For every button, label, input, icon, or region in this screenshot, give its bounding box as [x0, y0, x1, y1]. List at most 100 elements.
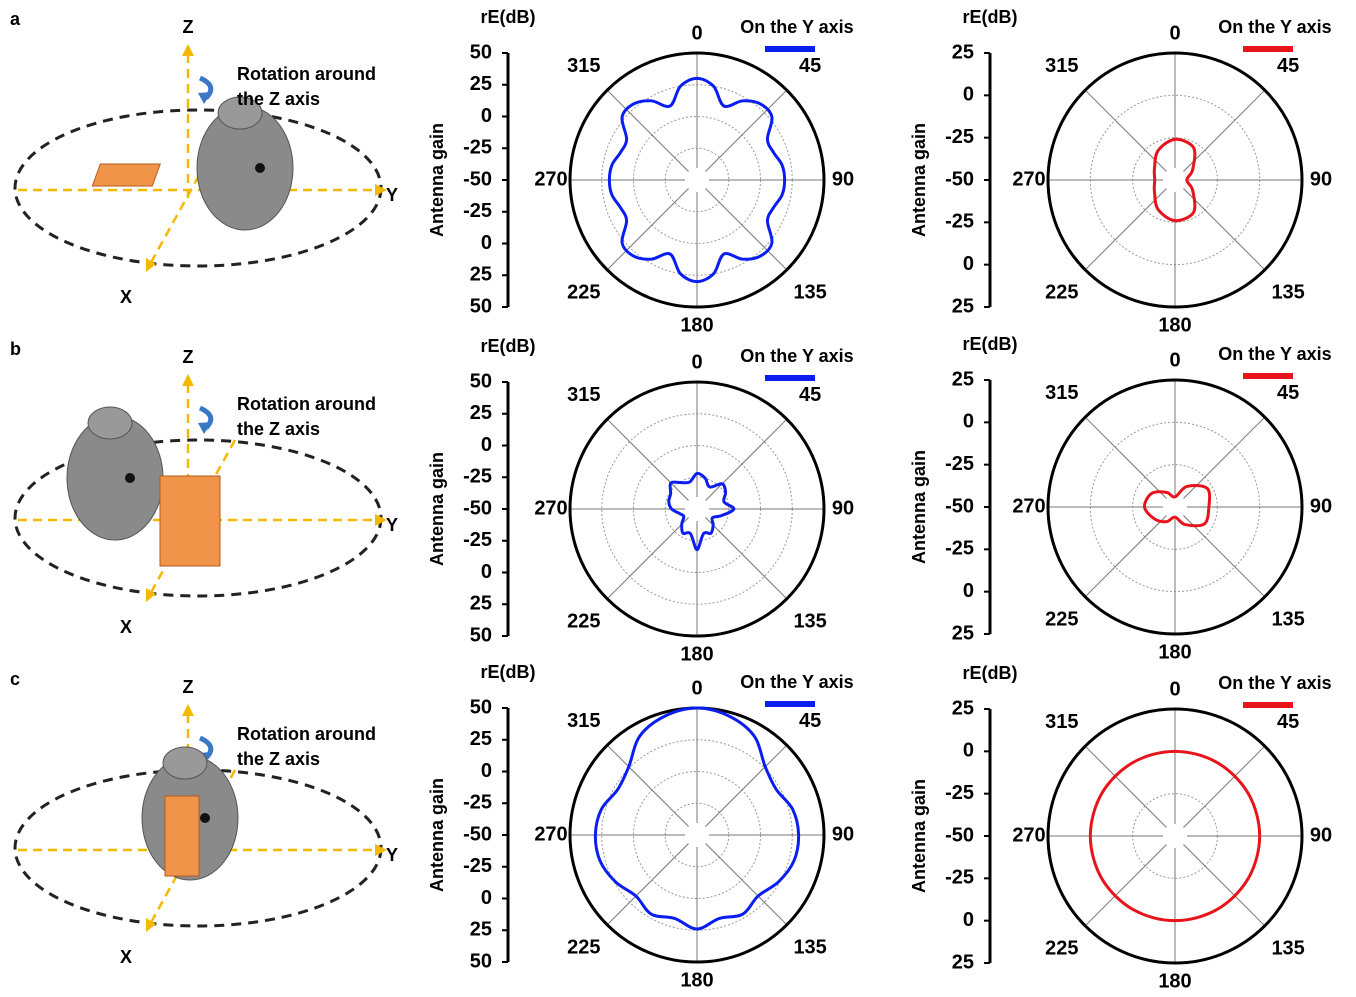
- r-tick-label: 0: [963, 909, 974, 931]
- angle-label: 225: [567, 610, 600, 632]
- spoke: [1084, 188, 1167, 271]
- spoke: [1084, 745, 1167, 828]
- spoke: [1183, 745, 1266, 828]
- angle-label: 315: [1045, 55, 1078, 77]
- angle-label: 225: [1045, 608, 1078, 630]
- r-tick-label: 0: [963, 253, 974, 275]
- legend-swatch: [765, 46, 815, 52]
- polar-curve: [1152, 137, 1197, 223]
- spoke: [705, 89, 788, 172]
- angle-label: 135: [1271, 608, 1304, 630]
- legend-label: On the Y axis: [1218, 344, 1331, 364]
- y-axis-label: Antenna gain: [909, 123, 929, 237]
- outer-circle: [1046, 378, 1304, 636]
- rotation-label: Rotation around: [237, 64, 376, 84]
- angle-label: 45: [1277, 711, 1299, 733]
- chart-title: rE(dB): [481, 662, 536, 682]
- y-label: Y: [386, 515, 398, 535]
- r-tick-label: -25: [463, 792, 492, 814]
- angle-label: 0: [1169, 678, 1180, 700]
- chart-title: rE(dB): [963, 334, 1018, 354]
- outer-circle: [1046, 707, 1304, 965]
- outer-circle: [568, 51, 826, 309]
- legend-swatch: [1243, 373, 1293, 379]
- angle-label: 135: [1271, 281, 1304, 303]
- legend-label: On the Y axis: [1218, 673, 1331, 693]
- rotation-label: Rotation around: [237, 394, 376, 414]
- angle-label: 135: [793, 610, 826, 632]
- r-tick-label: 50: [470, 41, 492, 63]
- chip: [91, 163, 161, 187]
- polar-chart: 0 45 90 135 180 225 270 315 -50 -25 -25 0 0 25 25 rE(dB…: [909, 7, 1332, 337]
- y-axis-label: Antenna gain: [909, 779, 929, 893]
- chart-title: rE(dB): [481, 336, 536, 356]
- spoke: [606, 418, 689, 501]
- r-tick-label: 25: [952, 697, 974, 719]
- angle-label: 225: [1045, 281, 1078, 303]
- rotation-arrow-head: [198, 422, 212, 434]
- legend-label: On the Y axis: [740, 672, 853, 692]
- angle-label: 270: [534, 497, 567, 519]
- angle-label: 315: [1045, 382, 1078, 404]
- spoke: [606, 89, 689, 172]
- y-axis-label: Antenna gain: [427, 452, 447, 566]
- angle-label: 315: [567, 710, 600, 732]
- r-tick-label: 25: [952, 295, 974, 317]
- angle-label: 180: [680, 643, 713, 665]
- outer-circle: [1046, 51, 1304, 309]
- angle-label: 45: [1277, 55, 1299, 77]
- r-tick-label: -50: [945, 824, 974, 846]
- r-tick-label: -50: [463, 168, 492, 190]
- x-label: X: [120, 947, 132, 967]
- arrow-head: [375, 844, 387, 856]
- spoke: [705, 188, 788, 271]
- angle-label: 180: [1158, 970, 1191, 992]
- legend-label: On the Y axis: [740, 346, 853, 366]
- r-tick-label: 50: [470, 950, 492, 972]
- spoke: [705, 517, 788, 600]
- r-tick-label: 25: [470, 919, 492, 941]
- schematic: a Z Rotation around the Z axis Y X: [10, 9, 398, 307]
- spoke: [705, 843, 788, 926]
- r-tick-label: 0: [963, 580, 974, 602]
- r-tick-label: 50: [470, 295, 492, 317]
- r-tick-label: -25: [463, 855, 492, 877]
- legend-swatch: [765, 375, 815, 381]
- angle-label: 225: [567, 281, 600, 303]
- angle-label: 45: [799, 55, 821, 77]
- r-tick-label: -25: [945, 782, 974, 804]
- legend-label: On the Y axis: [1218, 17, 1331, 37]
- r-tick-label: 25: [952, 368, 974, 390]
- polar-curve: [607, 76, 787, 284]
- spoke: [1084, 89, 1167, 172]
- angle-label: 135: [793, 281, 826, 303]
- angle-label: 0: [1169, 349, 1180, 371]
- r-tick-label: -25: [945, 211, 974, 233]
- y-label: Y: [386, 845, 398, 865]
- panel-label: a: [10, 9, 21, 29]
- y-axis-label: Antenna gain: [427, 778, 447, 892]
- angle-label: 315: [567, 384, 600, 406]
- angle-label: 315: [567, 55, 600, 77]
- chart-title: rE(dB): [481, 7, 536, 27]
- r-tick-label: 0: [481, 105, 492, 127]
- panel-label: b: [10, 339, 21, 359]
- r-tick-label: 50: [470, 624, 492, 646]
- mouse-eye: [255, 163, 265, 173]
- polar-curve: [1088, 749, 1262, 923]
- y-axis-label: Antenna gain: [427, 123, 447, 237]
- r-tick-label: -25: [463, 137, 492, 159]
- r-tick-label: 0: [481, 760, 492, 782]
- z-label: Z: [183, 677, 194, 697]
- spoke: [606, 744, 689, 827]
- spoke: [1084, 515, 1167, 598]
- spoke: [1183, 844, 1266, 927]
- panel-label: c: [10, 669, 20, 689]
- legend-label: On the Y axis: [740, 17, 853, 37]
- arrow-head: [375, 514, 387, 526]
- r-tick-label: 25: [470, 728, 492, 750]
- angle-label: 90: [832, 168, 854, 190]
- r-tick-label: 0: [963, 411, 974, 433]
- chart-title: rE(dB): [963, 663, 1018, 683]
